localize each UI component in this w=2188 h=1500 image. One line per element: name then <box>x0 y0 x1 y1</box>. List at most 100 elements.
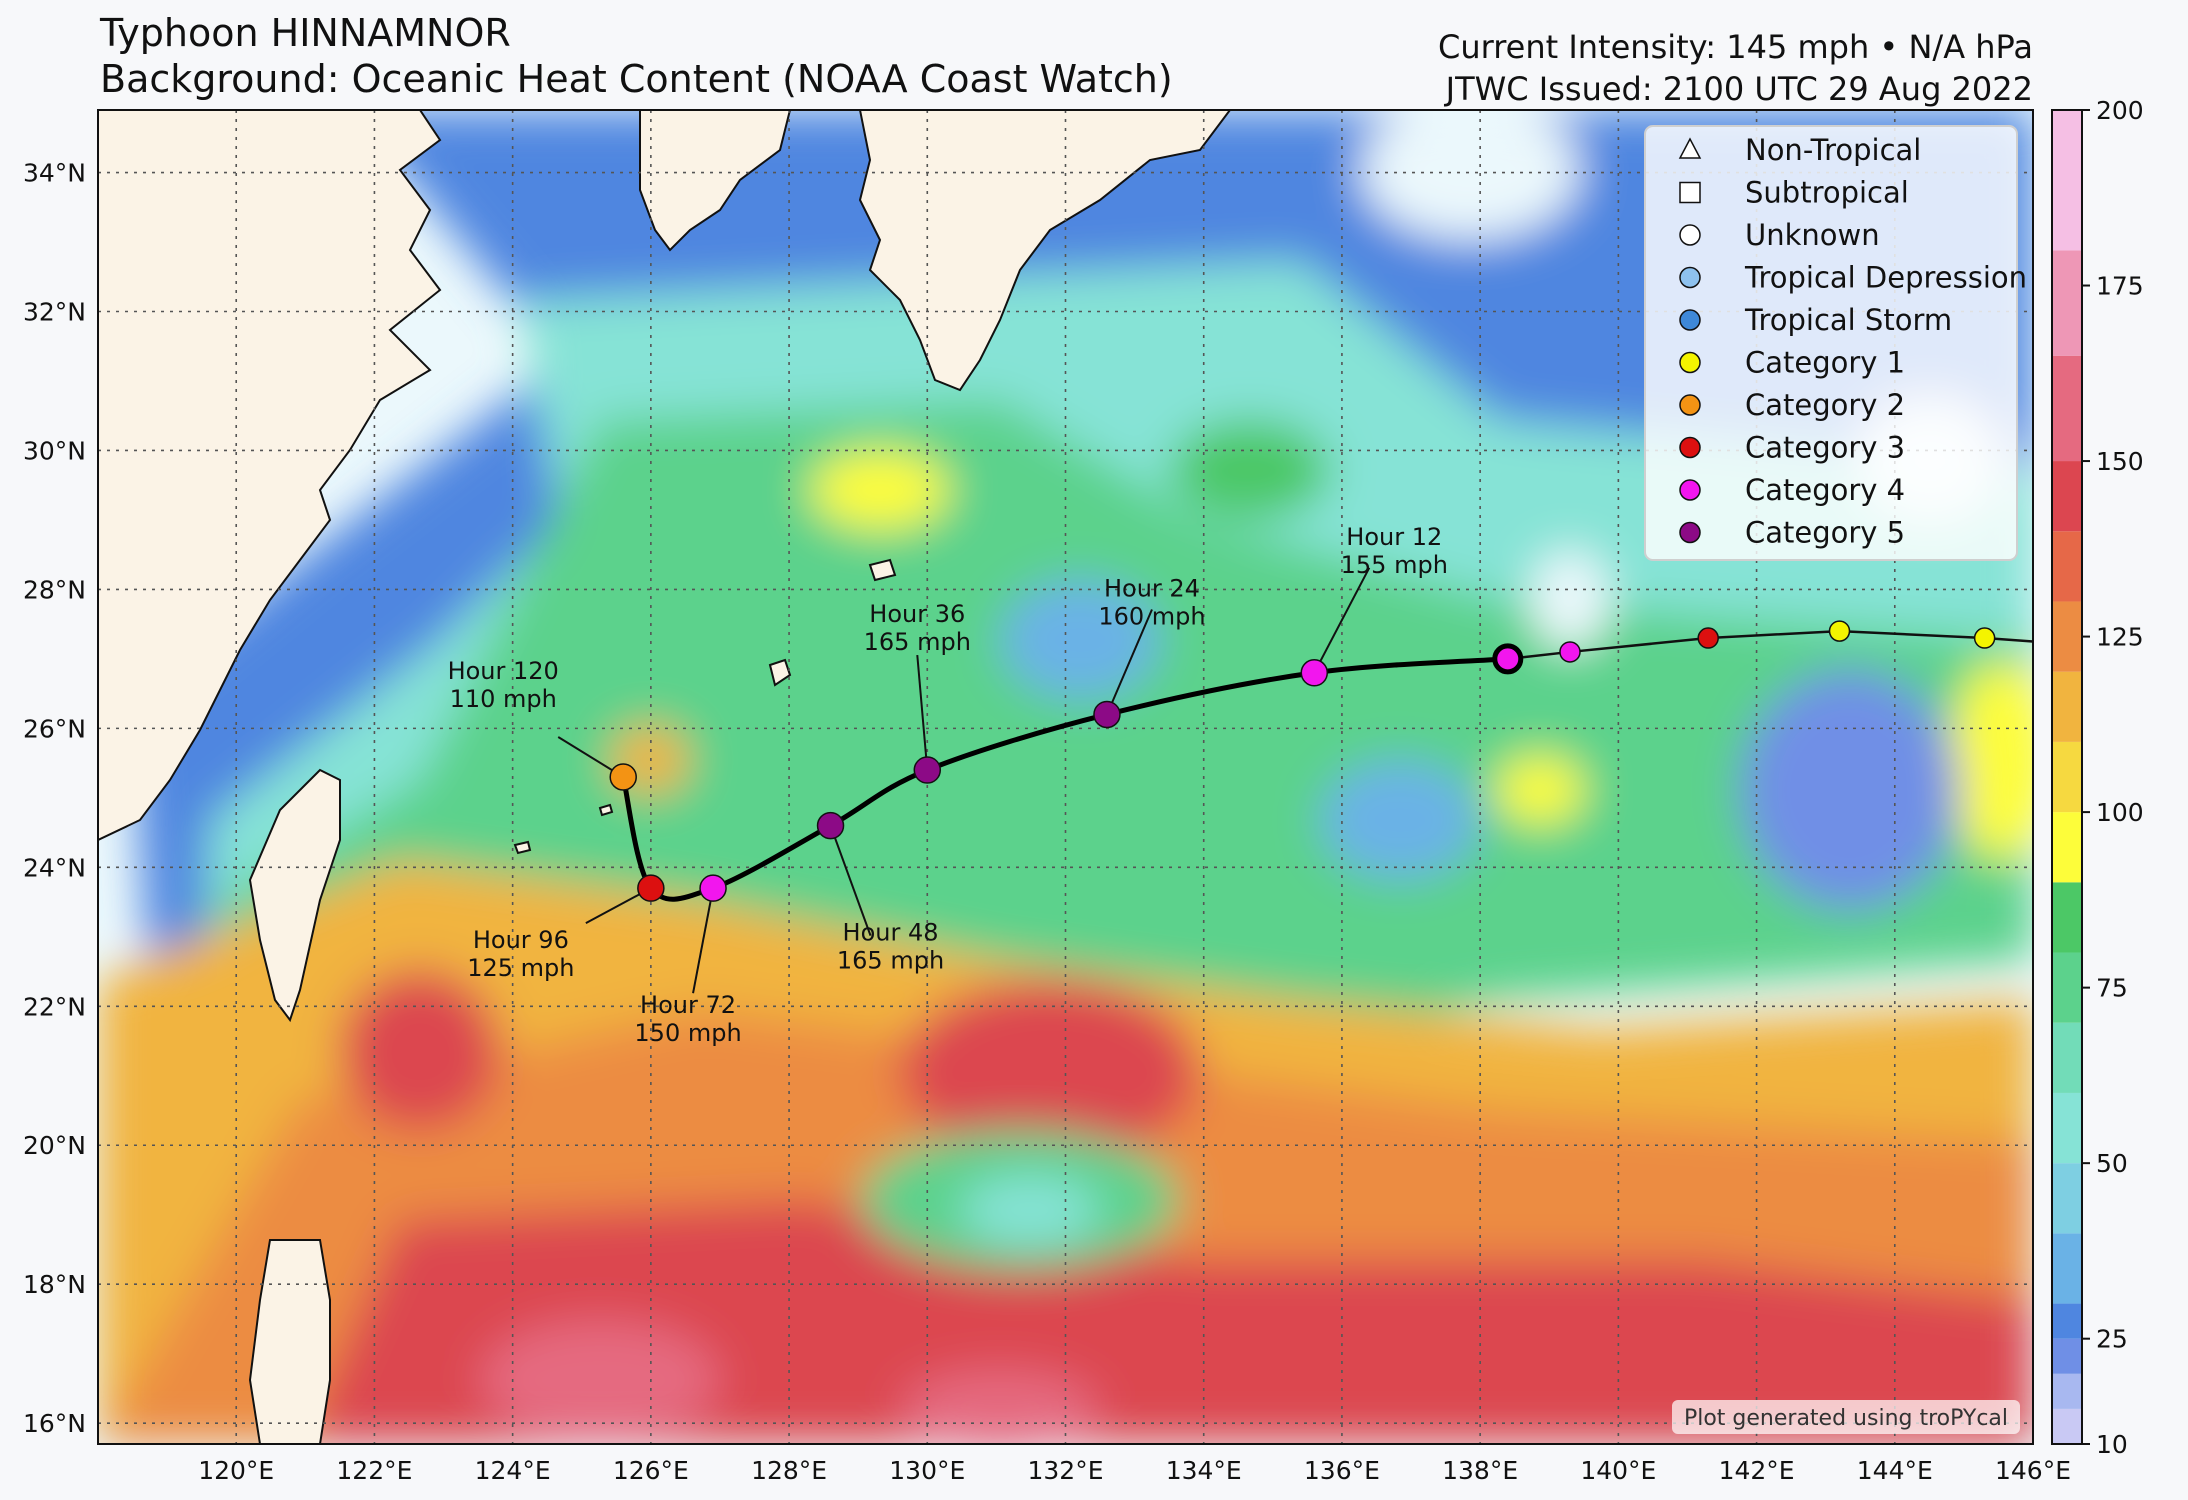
annotation-leader <box>1313 567 1371 674</box>
colorbar-segment <box>2052 1233 2082 1304</box>
forecast-point <box>609 763 637 791</box>
colorbar-segment <box>2052 882 2082 953</box>
lat-tick-label: 20°N <box>23 1131 86 1160</box>
forecast-wind-label: 125 mph <box>467 954 574 982</box>
forecast-wind-label: 155 mph <box>1341 551 1448 579</box>
lon-tick-label: 140°E <box>1580 1456 1656 1485</box>
colorbar-tick-label: 150 <box>2096 447 2144 476</box>
lat-tick-label: 30°N <box>23 436 86 465</box>
current-intensity: Current Intensity: 145 mph • N/A hPa <box>1437 28 2033 66</box>
legend-label: Unknown <box>1745 218 1880 252</box>
colorbar-segment <box>2052 1373 2082 1409</box>
forecast-point <box>816 811 845 840</box>
forecast-wind-label: 110 mph <box>450 685 557 713</box>
legend-label: Category 3 <box>1745 431 1905 465</box>
lat-tick-label: 34°N <box>23 159 86 188</box>
forecast-hour-label: Hour 12 <box>1346 523 1442 551</box>
lon-tick-label: 134°E <box>1166 1456 1242 1485</box>
lat-tick-label: 28°N <box>23 575 86 604</box>
forecast-wind-label: 165 mph <box>837 947 944 975</box>
lat-tick-label: 18°N <box>23 1270 86 1299</box>
colorbar-tick-label: 175 <box>2096 272 2144 301</box>
longitude-ticks: 120°E 122°E 124°E 126°E 128°E 130°E 132°E 134°E… <box>198 1456 2071 1485</box>
colorbar-segment <box>2052 1092 2082 1164</box>
annotation-leader <box>1106 609 1153 715</box>
legend-label: Tropical Storm <box>1744 303 1952 337</box>
map-frame <box>97 109 2034 1445</box>
lon-tick-label: 146°E <box>1995 1456 2071 1485</box>
forecast-hour-label: Hour 48 <box>843 919 939 947</box>
storm-info: Current Intensity: 145 mph • N/A hPa JTW… <box>1438 26 2033 110</box>
forecast-hour-label: Hour 72 <box>640 991 736 1019</box>
colorbar-tick-label: 25 <box>2096 1325 2128 1354</box>
forecast-point <box>1300 659 1329 687</box>
lat-tick-label: 22°N <box>23 992 86 1021</box>
land-masses <box>98 110 1232 1444</box>
annotation-leader <box>692 887 715 994</box>
colorbar-segment <box>2052 461 2082 532</box>
forecast-hour-label: Hour 36 <box>869 600 965 628</box>
colorbar-segment <box>2052 355 2082 462</box>
colorbar-frame <box>2051 109 2083 1445</box>
lat-tick-label: 26°N <box>23 714 86 743</box>
forecast-wind-label: 165 mph <box>864 628 971 656</box>
credit-box: Plot generated using troPYcal <box>1672 1400 2020 1434</box>
lat-tick-label: 16°N <box>23 1409 86 1438</box>
forecast-hour-label: Hour 120 <box>448 657 559 685</box>
forecast-wind-label: 160 mph <box>1098 602 1205 630</box>
forecast-wind-label: 150 mph <box>634 1019 741 1047</box>
legend-marker <box>1679 351 1701 374</box>
colorbar: 10 25 50 75 100 125 150 175 200 <box>2051 96 2144 1459</box>
colorbar-segment <box>2052 531 2082 602</box>
legend-marker <box>1679 394 1701 416</box>
legend-label: Subtropical <box>1745 176 1909 210</box>
legend-label: Category 2 <box>1745 388 1905 422</box>
colorbar-segment <box>2052 250 2082 356</box>
colorbar-tick-label: 200 <box>2096 96 2144 125</box>
colorbar-segment <box>2052 741 2082 813</box>
colorbar-tick-label: 100 <box>2096 798 2144 827</box>
past-track-point <box>1697 627 1719 649</box>
legend-marker <box>1679 479 1701 501</box>
legend-marker <box>1679 266 1701 289</box>
lon-tick-label: 132°E <box>1027 1456 1103 1485</box>
colorbar-segment <box>2052 812 2082 883</box>
forecast-point <box>1093 700 1121 729</box>
lon-tick-label: 142°E <box>1719 1456 1795 1485</box>
colorbar-segment <box>2052 952 2082 1023</box>
lat-tick-label: 32°N <box>23 297 86 326</box>
past-track-point <box>1559 641 1581 663</box>
legend: Non-Tropical Subtropical Unknown Tropical D… <box>1644 125 2027 561</box>
legend-label: Tropical Depression <box>1744 261 2027 295</box>
lon-tick-label: 124°E <box>475 1456 551 1485</box>
colorbar-segment <box>2052 601 2082 672</box>
forecast-point <box>913 756 942 784</box>
lon-tick-label: 144°E <box>1857 1456 1933 1485</box>
legend-marker <box>1679 309 1701 331</box>
forecast-hour-label: Hour 96 <box>473 926 569 954</box>
forecast-hour-label: Hour 24 <box>1104 574 1200 602</box>
lon-tick-label: 128°E <box>751 1456 827 1485</box>
colorbar-segment <box>2052 1408 2082 1444</box>
jtwc-issued: JTWC Issued: 2100 UTC 29 Aug 2022 <box>1445 70 2033 108</box>
credit-text: Plot generated using troPYcal <box>1684 1406 2008 1431</box>
forecast-point <box>637 874 665 902</box>
past-track-point <box>1828 620 1851 642</box>
colorbar-tick-label: 50 <box>2096 1149 2128 1178</box>
lon-tick-label: 130°E <box>889 1456 965 1485</box>
lon-tick-label: 136°E <box>1304 1456 1380 1485</box>
lon-tick-label: 122°E <box>336 1456 412 1485</box>
past-track-point <box>1973 627 1996 649</box>
colorbar-segment <box>2052 110 2082 251</box>
latitude-ticks: 16°N 18°N 20°N 22°N 24°N 26°N 28°N 30°N 32°N 34°N <box>23 159 86 1439</box>
legend-marker <box>1679 521 1701 544</box>
colorbar-segment <box>2052 1163 2082 1234</box>
lat-tick-label: 24°N <box>23 853 86 882</box>
legend-box <box>1644 125 2018 561</box>
lon-tick-label: 138°E <box>1442 1456 1518 1485</box>
colorbar-segment <box>2052 671 2082 742</box>
annotation-leader <box>916 654 929 771</box>
title-line-1: Typhoon HINNAMNOR <box>100 11 511 55</box>
lon-tick-label: 126°E <box>613 1456 689 1485</box>
